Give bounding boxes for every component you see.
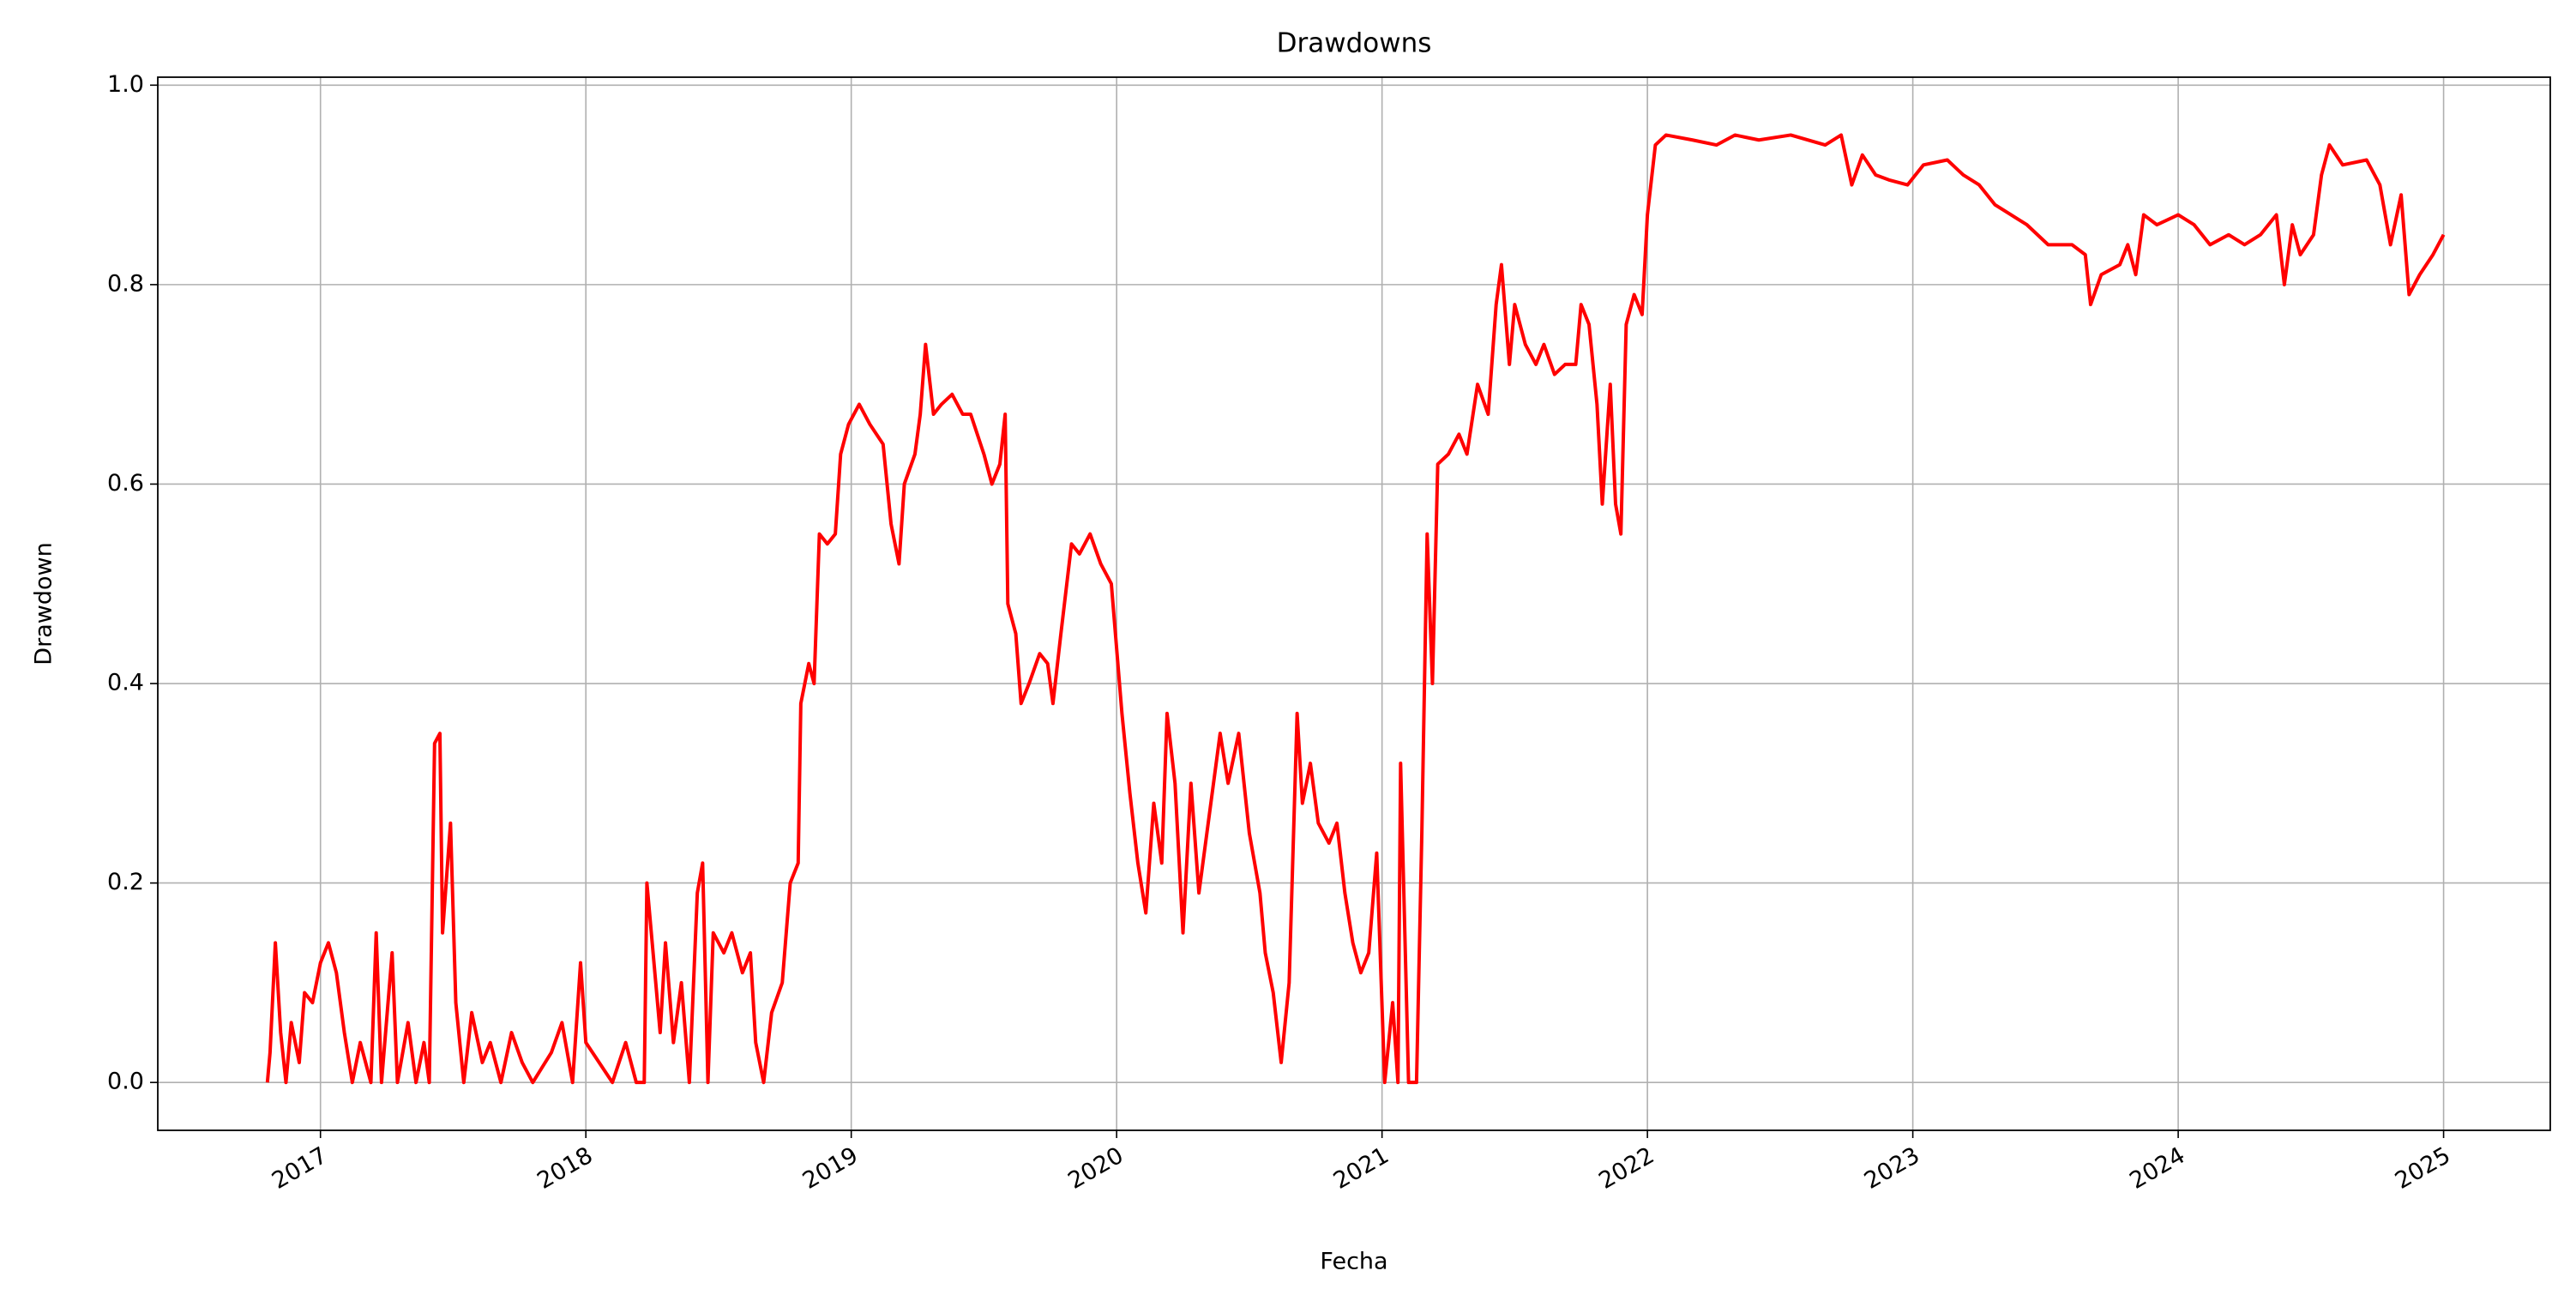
x-tick-label: 2024 — [2125, 1142, 2189, 1195]
y-tick-label: 0.6 — [107, 470, 144, 497]
y-tick-label: 0.0 — [107, 1069, 144, 1095]
x-tick-label: 2022 — [1594, 1142, 1658, 1195]
x-tick-label: 2020 — [1063, 1142, 1128, 1195]
y-tick-label: 1.0 — [107, 71, 144, 98]
y-tick-label: 0.2 — [107, 869, 144, 895]
y-axis-label: Drawdown — [31, 542, 57, 665]
y-tick-label: 0.4 — [107, 670, 144, 696]
x-tick-label: 2019 — [798, 1142, 863, 1195]
drawdown-line — [265, 133, 2446, 1085]
plot-frame — [157, 76, 2551, 1131]
y-tick-label: 0.8 — [107, 270, 144, 297]
chart-title: Drawdowns — [1277, 28, 1432, 59]
x-tick-label: 2021 — [1329, 1142, 1393, 1195]
x-tick-label: 2017 — [268, 1142, 332, 1195]
x-tick-label: 2025 — [2391, 1142, 2455, 1195]
x-tick-label: 2023 — [1860, 1142, 1924, 1195]
x-axis-label: Fecha — [1320, 1249, 1387, 1275]
x-tick-label: 2018 — [533, 1142, 597, 1195]
